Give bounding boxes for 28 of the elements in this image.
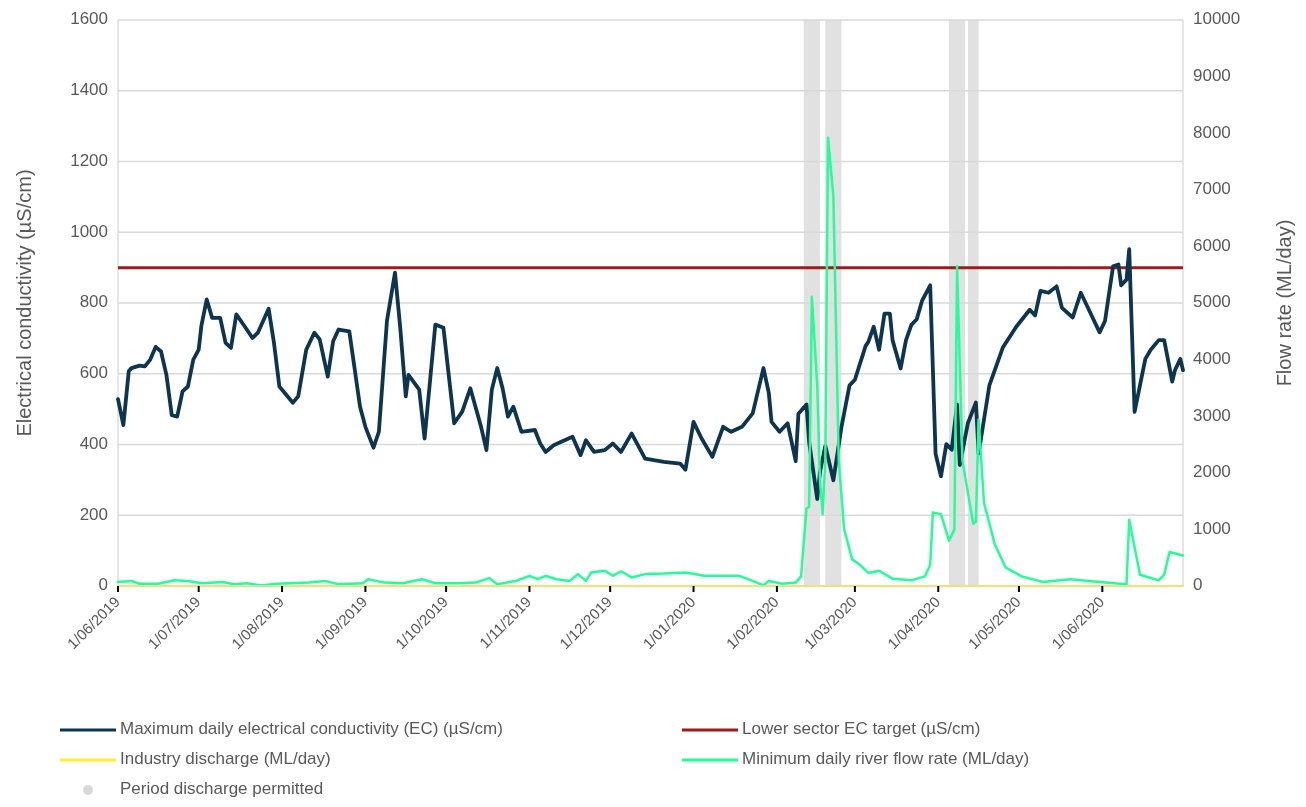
y-tick-label: 600 <box>79 363 108 383</box>
y2-tick-label: 7000 <box>1193 179 1231 199</box>
y-tick-label: 0 <box>98 575 108 595</box>
y-tick-label: 800 <box>79 292 108 312</box>
legend-label: Maximum daily electrical conductivity (EC) (µS/cm) <box>120 719 503 739</box>
y2-tick-label: 1000 <box>1193 518 1231 538</box>
y2-tick-label: 9000 <box>1193 66 1231 86</box>
line-series <box>116 247 1185 501</box>
y2-tick-label: 6000 <box>1193 235 1231 255</box>
y-tick-label: 400 <box>79 433 108 453</box>
y2-axis-title: Flow rate (ML/day) <box>1273 219 1296 387</box>
legend-label: Lower sector EC target (µS/cm) <box>742 719 981 739</box>
y2-tick-label: 8000 <box>1193 122 1231 142</box>
y2-tick-label: 3000 <box>1193 405 1231 425</box>
legend-label: Period discharge permitted <box>120 779 324 799</box>
y2-tick-label: 10000 <box>1193 9 1241 29</box>
legend-label: Minimum daily river flow rate (ML/day) <box>742 749 1030 769</box>
y-tick-label: 1200 <box>70 150 108 170</box>
y-tick-label: 1400 <box>70 80 108 100</box>
y-tick-label: 1000 <box>70 221 108 241</box>
y-axis-title: Electrical conductivity (µS/cm) <box>13 169 36 437</box>
legend-label: Industry discharge (ML/day) <box>120 749 331 769</box>
y-tick-label: 200 <box>79 504 108 524</box>
y2-tick-label: 5000 <box>1193 292 1231 312</box>
y2-tick-label: 4000 <box>1193 349 1231 369</box>
y-tick-label: 1600 <box>70 9 108 29</box>
y2-tick-label: 0 <box>1193 575 1203 595</box>
y2-tick-label: 2000 <box>1193 462 1231 482</box>
